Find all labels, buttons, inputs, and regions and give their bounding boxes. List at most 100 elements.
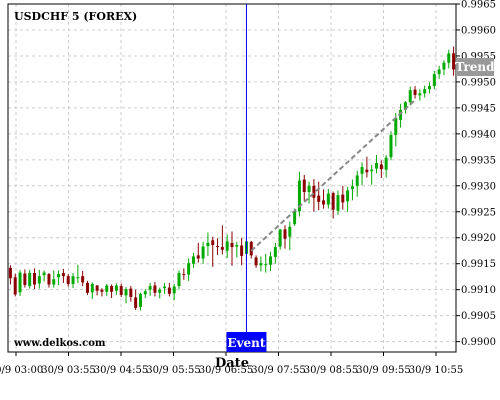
y-tick-label: 0.9945 <box>461 103 496 114</box>
candle-body <box>360 167 364 174</box>
candle <box>153 281 157 297</box>
candle <box>143 289 147 298</box>
candle-body <box>138 293 142 307</box>
y-tick-label: 0.9960 <box>461 25 496 36</box>
candle <box>365 156 369 178</box>
candle <box>33 268 36 290</box>
y-tick-label: 0.9950 <box>461 77 496 88</box>
candle-body <box>23 273 27 285</box>
candle <box>138 292 142 311</box>
candle-body <box>447 53 451 63</box>
candle-body <box>119 286 123 295</box>
candle-body <box>452 53 456 70</box>
candle <box>114 283 118 295</box>
y-axis: 0.9900 0.9905 0.9910 0.9915 0.9920 0.9925 0.99… <box>456 0 496 348</box>
candle <box>42 270 46 282</box>
candle <box>375 155 379 174</box>
event-badge-label: Event <box>227 336 265 350</box>
candle-body <box>211 240 215 246</box>
candle-body <box>134 297 138 308</box>
candle-body <box>37 276 41 284</box>
candle-body <box>33 273 36 285</box>
candle-body <box>413 89 417 95</box>
y-tick-label: 0.9930 <box>461 181 496 192</box>
candle-body <box>273 247 277 257</box>
candle <box>418 89 422 101</box>
x-tick-label: 30/9 04:55 <box>94 365 148 376</box>
candle-body <box>355 175 359 186</box>
candle-body <box>95 285 99 291</box>
candle-body <box>384 157 388 170</box>
candle-body <box>403 102 407 110</box>
x-tick-label: 30/9 05:55 <box>146 365 200 376</box>
candle-body <box>172 286 176 294</box>
candle-body <box>201 246 205 259</box>
event-badge: Event <box>226 332 267 352</box>
candle-body <box>177 273 181 287</box>
candle-body <box>18 272 22 293</box>
candle-body <box>61 273 65 277</box>
watermark: www.delkos.com <box>13 338 106 349</box>
candle-body <box>66 276 70 284</box>
candle-body <box>13 277 17 295</box>
candle-body <box>230 242 234 248</box>
candle <box>389 131 393 161</box>
chart-grid <box>8 3 456 352</box>
candle <box>283 225 287 249</box>
candle <box>437 65 441 79</box>
candle-body <box>129 288 133 297</box>
candle-body <box>105 285 109 292</box>
candle <box>8 265 12 285</box>
candle-body <box>322 200 326 205</box>
candle-body <box>423 89 427 94</box>
candle <box>61 268 65 283</box>
candle <box>148 282 152 296</box>
candle <box>71 273 75 289</box>
candle <box>423 85 427 98</box>
candle <box>326 188 330 209</box>
x-tick-label: 30/9 03:00 <box>0 365 43 376</box>
candle <box>95 284 99 296</box>
candle-body <box>191 256 195 264</box>
y-tick-label: 0.9905 <box>461 311 496 322</box>
candle <box>163 282 167 294</box>
candle-body <box>307 185 311 193</box>
candle <box>413 86 417 99</box>
y-tick-label: 0.9965 <box>461 0 496 11</box>
candle-body <box>206 242 210 247</box>
candle-body <box>432 74 436 87</box>
candle-body <box>114 285 118 291</box>
event-badge-background <box>226 332 267 352</box>
candle <box>206 232 210 256</box>
candle-body <box>350 186 354 189</box>
x-tick-label: 30/9 06:55 <box>199 365 253 376</box>
candle <box>264 253 268 273</box>
candle-body <box>220 247 224 250</box>
candle-body <box>163 286 167 289</box>
candle-body <box>331 193 335 210</box>
candle-body <box>143 291 147 295</box>
candle <box>134 289 138 310</box>
candle <box>447 49 451 69</box>
y-tick-label: 0.9940 <box>461 129 496 140</box>
candle <box>187 258 191 281</box>
candle <box>235 241 239 258</box>
candle-body <box>28 273 32 287</box>
candle-body <box>100 289 104 292</box>
x-axis-label: Date <box>215 356 249 371</box>
candle <box>220 225 224 255</box>
candle-body <box>81 276 85 283</box>
candle <box>191 252 195 268</box>
trend-badge-background <box>456 58 494 76</box>
candle-body <box>167 287 171 294</box>
candle <box>452 46 456 76</box>
candle <box>346 186 350 212</box>
y-tick-label: 0.9935 <box>461 155 496 166</box>
candle <box>341 185 345 210</box>
candle <box>403 101 407 114</box>
candle <box>177 270 181 290</box>
y-tick-label: 0.9955 <box>461 51 496 62</box>
candle-body <box>269 256 273 265</box>
candle <box>302 174 306 201</box>
candle-body <box>158 289 162 293</box>
